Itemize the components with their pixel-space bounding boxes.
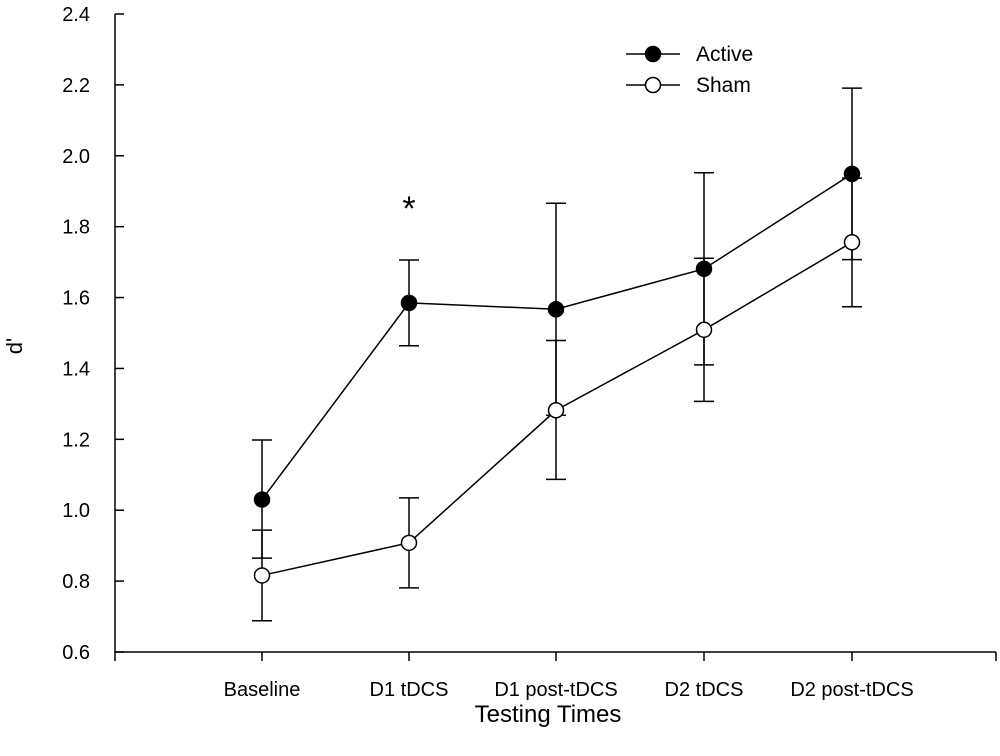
legend-label: Active: [696, 43, 753, 66]
legend-marker: [644, 76, 662, 94]
data-point-active: [253, 491, 271, 508]
legend-label: Sham: [696, 74, 751, 97]
series-line-active: [261, 173, 853, 501]
data-point-active: [843, 165, 861, 183]
series-lines: [261, 173, 853, 577]
error-bars: [252, 87, 862, 622]
y-tick-label: 1.0: [62, 500, 90, 522]
axes: 0.6 0.8 1.0 1.2 1.4 1.6 1.8 2.0 2.2 2.4 Baseline D1…: [62, 4, 997, 701]
annotations: *: [402, 190, 415, 228]
x-tick-label: D2 post-tDCS: [790, 679, 913, 701]
x-axis-label: Testing Times: [475, 701, 622, 728]
y-tick-label: 2.0: [62, 146, 90, 168]
data-point-sham: [843, 234, 861, 251]
x-tick-label: D1 tDCS: [370, 679, 449, 701]
x-tick-label: D2 tDCS: [665, 679, 744, 701]
x-tick-label: Baseline: [224, 679, 301, 701]
legend-marker: [644, 45, 662, 63]
y-tick-label: 1.2: [62, 429, 90, 451]
data-point-active: [400, 294, 418, 312]
data-point-sham: [400, 534, 418, 552]
y-tick-label: 2.4: [62, 4, 90, 26]
y-tick-label: 2.2: [62, 75, 90, 97]
data-point-sham: [253, 567, 271, 584]
y-tick-label: 0.8: [62, 571, 90, 593]
significance-asterisk: *: [402, 190, 415, 228]
y-tick-label: 0.6: [62, 642, 90, 664]
y-tick-label: 1.8: [62, 217, 90, 239]
data-point-sham: [547, 402, 565, 419]
y-axis-label: d': [2, 338, 27, 354]
data-point-active: [547, 301, 565, 318]
legend: Active Sham: [626, 43, 753, 97]
y-tick-label: 1.4: [62, 358, 90, 380]
y-tick-label: 1.6: [62, 288, 90, 310]
data-point-sham: [695, 321, 713, 339]
x-tick-label: D1 post-tDCS: [494, 679, 617, 701]
data-point-active: [695, 260, 713, 278]
data-markers: [253, 165, 861, 584]
